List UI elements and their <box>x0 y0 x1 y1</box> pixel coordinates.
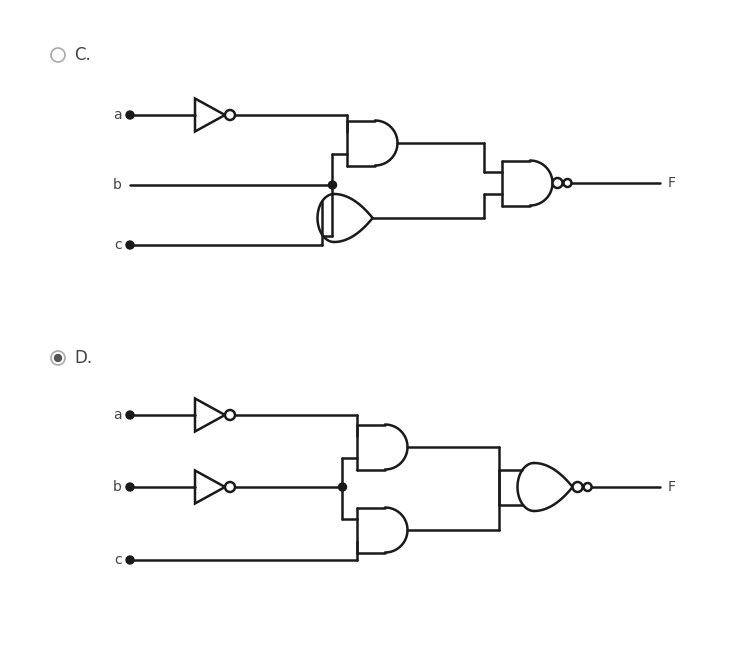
Text: b: b <box>113 178 122 192</box>
Text: F: F <box>668 480 676 494</box>
Circle shape <box>51 351 65 365</box>
Text: C.: C. <box>74 46 91 64</box>
Circle shape <box>329 181 336 189</box>
Circle shape <box>563 179 571 187</box>
Circle shape <box>126 483 134 491</box>
Text: b: b <box>113 480 122 494</box>
Circle shape <box>553 178 562 188</box>
Text: c: c <box>115 553 122 567</box>
Text: D.: D. <box>74 349 92 367</box>
Text: a: a <box>113 108 122 122</box>
Circle shape <box>54 354 62 362</box>
Text: a: a <box>113 408 122 422</box>
Circle shape <box>339 483 347 491</box>
Circle shape <box>583 483 591 491</box>
Text: F: F <box>668 176 676 190</box>
Circle shape <box>225 482 235 492</box>
Circle shape <box>126 241 134 249</box>
Circle shape <box>225 110 235 120</box>
Circle shape <box>573 482 583 492</box>
Circle shape <box>126 411 134 419</box>
Circle shape <box>225 410 235 420</box>
Circle shape <box>51 48 65 62</box>
Circle shape <box>126 111 134 119</box>
Circle shape <box>126 556 134 564</box>
Text: c: c <box>115 238 122 252</box>
